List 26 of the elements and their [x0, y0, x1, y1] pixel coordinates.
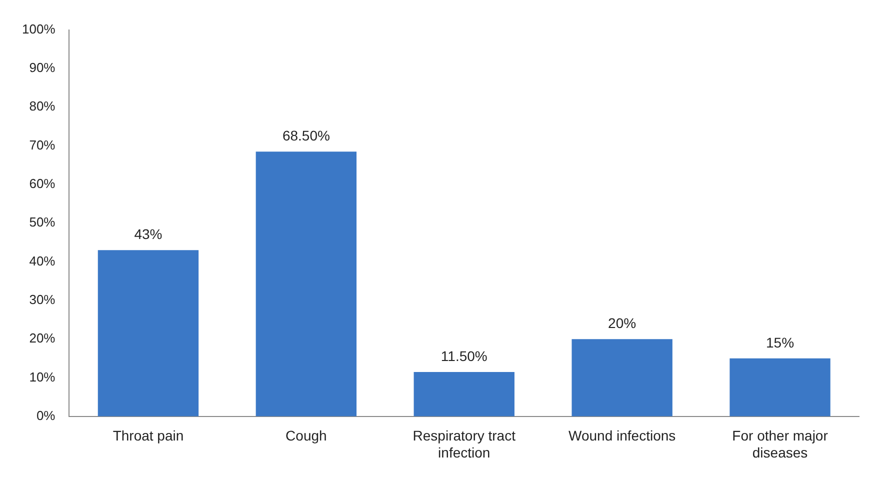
y-tick-label: 0% — [36, 408, 56, 423]
bar — [572, 339, 672, 416]
data-label: 68.50% — [282, 127, 330, 144]
data-label: 43% — [134, 226, 162, 242]
y-tick-label: 10% — [29, 369, 56, 384]
y-tick-label: 20% — [29, 330, 56, 346]
y-tick-label: 50% — [29, 214, 56, 230]
x-tick-label: Throat pain — [112, 428, 184, 444]
y-tick-label: 90% — [29, 60, 56, 76]
bar — [730, 358, 830, 416]
bar — [98, 250, 199, 416]
y-tick-label: 80% — [29, 98, 56, 114]
y-tick-label: 100% — [22, 21, 56, 36]
x-tick-label: Cough — [286, 428, 327, 444]
y-tick-label: 40% — [29, 253, 56, 268]
data-label: 11.50% — [440, 348, 488, 364]
x-tick-label: Respiratory tract infection — [412, 428, 516, 460]
y-tick-label: 30% — [29, 292, 56, 307]
x-tick-label: Wound infections — [568, 428, 676, 444]
data-label: 20% — [608, 314, 636, 331]
y-tick-label: 60% — [29, 176, 56, 192]
bar — [256, 152, 357, 416]
x-tick-label: For other major diseases — [732, 428, 828, 460]
data-label: 15% — [766, 334, 794, 350]
bar — [414, 372, 514, 416]
y-tick-label: 70% — [29, 137, 56, 152]
